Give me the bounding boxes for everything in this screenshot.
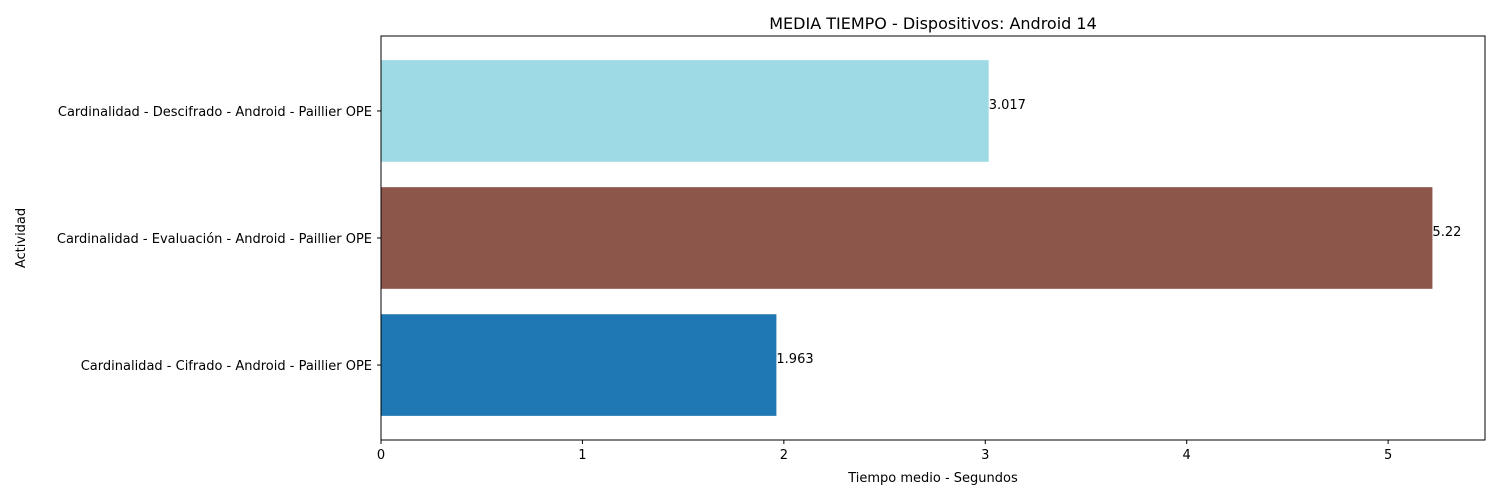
x-axis-label: Tiempo medio - Segundos xyxy=(847,471,1018,486)
y-tick-label-1: Cardinalidad - Cifrado - Android - Paill… xyxy=(81,359,372,374)
x-tick-label-0: 0 xyxy=(377,448,385,463)
bar-value-label-2: 5.22 xyxy=(1432,225,1461,240)
bar-value-label-3: 3.017 xyxy=(989,98,1026,113)
ticks-layer: Cardinalidad - Cifrado - Android - Paill… xyxy=(57,105,1392,463)
bar-1 xyxy=(381,314,777,416)
x-tick-label-3: 3 xyxy=(981,448,989,463)
x-tick-label-1: 1 xyxy=(578,448,586,463)
bar-3 xyxy=(381,60,989,162)
bars-layer: 1.963 5.22 3.017 xyxy=(381,60,1461,416)
y-tick-label-3: Cardinalidad - Descifrado - Android - Pa… xyxy=(58,105,372,120)
y-axis-label: Actividad xyxy=(14,208,29,268)
bar-2 xyxy=(381,187,1433,289)
bar-value-label-1: 1.963 xyxy=(776,352,813,367)
chart-title: MEDIA TIEMPO - Dispositivos: Android 14 xyxy=(769,14,1097,33)
plot-frame xyxy=(380,35,1486,441)
x-tick-label-4: 4 xyxy=(1183,448,1191,463)
x-tick-label-5: 5 xyxy=(1384,448,1392,463)
y-tick-label-2: Cardinalidad - Evaluación - Android - Pa… xyxy=(57,232,372,247)
x-tick-label-2: 2 xyxy=(780,448,788,463)
